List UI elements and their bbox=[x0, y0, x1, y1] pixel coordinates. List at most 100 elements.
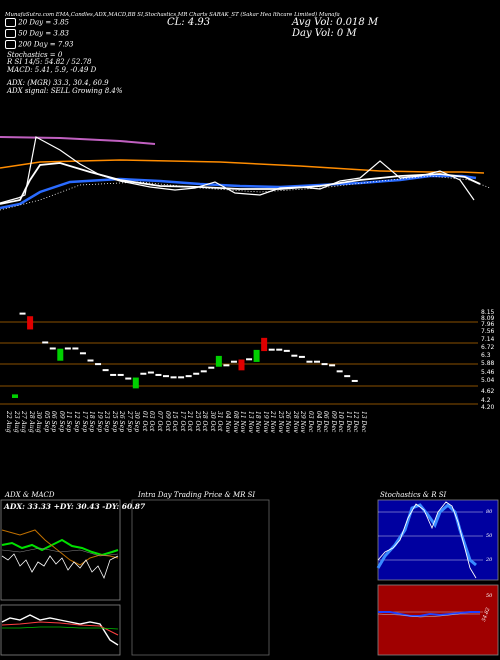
candle bbox=[208, 366, 215, 369]
date-tick-label: 11 Dec bbox=[344, 411, 352, 433]
candle bbox=[170, 376, 177, 379]
adx-value: ADX: (MGR) 33.3, 30.4, 60.9 bbox=[7, 79, 109, 87]
date-tick-label: 17 Sep bbox=[80, 411, 88, 433]
date-tick-label: 23 Sep bbox=[103, 411, 111, 433]
date-tick-label: 13 Dec bbox=[359, 411, 367, 433]
avg-volume: Avg Vol: 0.018 M bbox=[292, 17, 379, 28]
candle bbox=[163, 375, 169, 378]
date-tick-label: 10 Dec bbox=[337, 411, 345, 433]
close-price: CL: 4.93 bbox=[167, 17, 211, 28]
candle bbox=[140, 372, 147, 375]
price-tick-label: 4.20 bbox=[481, 404, 495, 411]
legend-ema50-swatch bbox=[5, 29, 16, 38]
candle bbox=[147, 371, 154, 374]
price-tick-label: 5.04 bbox=[481, 377, 495, 384]
date-tick-label: 04 Nov bbox=[223, 411, 231, 433]
candle bbox=[12, 394, 18, 398]
price-tick-label: 7.96 bbox=[481, 321, 495, 328]
ema50-line bbox=[0, 174, 477, 210]
candle bbox=[72, 347, 79, 350]
date-tick-label: 09 Dec bbox=[329, 411, 337, 433]
price-tick-label: 4.62 bbox=[481, 388, 495, 395]
candle bbox=[253, 349, 260, 362]
legend-ema20-swatch bbox=[5, 18, 16, 27]
candle bbox=[178, 376, 185, 379]
legend-ema50: 50 Day = 3.83 bbox=[5, 29, 69, 39]
stoch-tick-80: 80 bbox=[486, 509, 493, 515]
date-tick-label: 26 Nov bbox=[284, 411, 292, 433]
price-tick-label: 5.46 bbox=[481, 369, 495, 376]
date-tick-label: 30 Sep bbox=[133, 411, 141, 433]
date-tick-label: 15 Oct bbox=[171, 411, 179, 432]
ema20-line bbox=[0, 136, 475, 204]
date-tick-label: 19 Sep bbox=[95, 411, 103, 433]
macd-value: MACD: 5.41, 5.9, -0.49 D bbox=[7, 66, 97, 74]
date-tick-label: 28 Nov bbox=[291, 411, 299, 433]
date-tick-label: 13 Nov bbox=[246, 411, 254, 433]
date-tick-label: 18 Nov bbox=[254, 411, 262, 433]
adx-macd-panel-title: ADX & MACD bbox=[5, 491, 55, 499]
date-tick-label: 04 Dec bbox=[314, 411, 322, 433]
stoch-tick-50: 50 bbox=[486, 533, 493, 539]
price-tick-label: 4.2 bbox=[481, 397, 491, 404]
date-tick-label: 09 Oct bbox=[163, 411, 171, 432]
price-tick-label: 6.72 bbox=[481, 344, 495, 351]
date-tick-label: 27 Sep bbox=[125, 411, 133, 433]
candle bbox=[238, 359, 245, 371]
candle bbox=[87, 359, 94, 362]
candle bbox=[49, 347, 56, 350]
candle bbox=[155, 373, 162, 376]
candle bbox=[306, 360, 313, 363]
candle bbox=[268, 348, 275, 351]
date-tick-label: 30 Aug bbox=[35, 411, 43, 433]
date-tick-label: 21 Oct bbox=[186, 411, 194, 432]
candle bbox=[276, 348, 283, 351]
candle bbox=[298, 355, 305, 358]
candle bbox=[19, 312, 26, 315]
date-tick-label: 07 Oct bbox=[156, 411, 163, 432]
date-tick-label: 17 Oct bbox=[178, 411, 186, 432]
date-tick-label: 28 Oct bbox=[201, 411, 209, 432]
date-tick-label: 28 Aug bbox=[27, 411, 35, 433]
date-tick-label: 26 Sep bbox=[118, 411, 126, 433]
candle bbox=[42, 341, 49, 344]
candle bbox=[351, 379, 358, 382]
candle bbox=[117, 373, 124, 376]
legend-ema200: 200 Day = 7.93 bbox=[5, 40, 73, 50]
candle bbox=[200, 370, 207, 373]
date-tick-label: 06 Sep bbox=[50, 411, 58, 433]
candle bbox=[27, 316, 34, 330]
candle bbox=[95, 363, 102, 366]
date-tick-label: 01 Oct bbox=[140, 411, 148, 432]
candle bbox=[102, 369, 109, 372]
day-volume: Day Vol: 0 M bbox=[292, 28, 357, 39]
candle bbox=[314, 360, 320, 363]
date-tick-label: 30 Oct bbox=[208, 411, 216, 432]
candle bbox=[283, 349, 290, 352]
stochastics-value: Stochastics = 0 bbox=[7, 51, 63, 59]
legend-ema50-label: 50 Day = 3.83 bbox=[18, 29, 70, 38]
candle bbox=[132, 377, 139, 389]
price-tick-label: 7.56 bbox=[481, 328, 495, 335]
candle bbox=[79, 352, 86, 355]
rsi-tick-50: 50 bbox=[486, 593, 493, 599]
candle bbox=[230, 360, 237, 363]
date-tick-label: 12 Sep bbox=[72, 411, 80, 433]
candle bbox=[291, 354, 298, 357]
date-tick-label: 11 Nov bbox=[239, 411, 247, 433]
candle bbox=[321, 363, 328, 366]
chart-title: MunafaSutra.com EMA,Candles,ADX,MACD,BB … bbox=[5, 12, 340, 18]
candle bbox=[110, 373, 117, 376]
date-tick-label: 25 Sep bbox=[110, 411, 118, 433]
price-tick-label: 8.15 bbox=[481, 309, 495, 316]
date-tick-label: 29 Nov bbox=[299, 411, 307, 433]
price-tick-label: 6.3 bbox=[481, 352, 491, 359]
rsi-value: R SI 14/5: 54.82 / 52.78 bbox=[7, 58, 92, 66]
candle bbox=[223, 364, 230, 367]
date-tick-label: 03 Oct bbox=[148, 411, 156, 432]
intraday-panel-title: Intra Day Trading Price & MR SI bbox=[138, 491, 256, 499]
candle bbox=[344, 375, 351, 378]
candle bbox=[57, 348, 64, 361]
price-tick-label: 8.09 bbox=[481, 315, 495, 322]
